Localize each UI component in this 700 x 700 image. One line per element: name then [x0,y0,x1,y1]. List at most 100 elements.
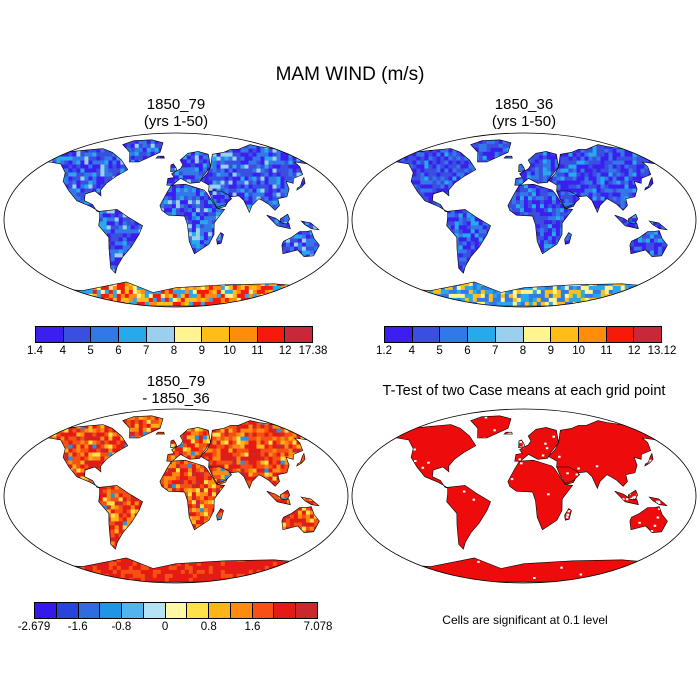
panel-1-title-line2: (yrs 1-50) [143,113,209,130]
colorbar-box [606,327,635,342]
colorbar-box [274,603,297,618]
colorbar-tick-label: 12 [627,345,641,357]
coastline-africa [507,459,574,531]
colorbar-labels-difference: -2.679 -1.6 -0.8 0 0.8 1.6 7.078 [18,621,333,635]
coastline-iceland [503,155,513,159]
coastline-north-america [35,424,129,489]
panel-1-title-line1: 1850_79 [146,96,206,113]
coastline-australia [629,230,668,258]
colorbar-tick-label: 0.8 [200,621,217,633]
colorbar-box [634,327,662,342]
coastline-arabia [556,190,581,208]
colorbar-box [36,327,64,342]
coastline-europe [166,427,211,462]
coastline-uk [170,163,178,173]
colorbar-labels-1850-79: 1.4 4 5 6 7 8 9 10 11 12 17.38 [27,345,327,359]
coastline-australia [281,230,320,258]
colorbar-box [122,603,144,618]
coastline-uk [518,439,526,449]
coastline-indonesia [266,214,291,230]
main-title: MAM WIND (m/s) [275,64,425,85]
coastline-south-america [98,209,143,274]
colorbar-tick-label: 10 [223,345,236,357]
colorbar-tick-label: 9 [198,345,205,357]
map-border [3,408,349,584]
panel-3-title-line1: 1850_79 [146,373,206,390]
colorbar-box [523,327,552,342]
coastline-uk [170,439,178,449]
colorbar-tick-label: 5 [436,345,443,357]
colorbar-tick-label: 11 [251,345,264,357]
colorbar-tick-label: 1.2 [376,345,392,357]
colorbar-box [119,327,147,342]
colorbar-tick-label: -1.6 [67,621,88,633]
colorbar-difference [34,602,318,619]
colorbar-tick-label: 9 [547,345,554,357]
colorbar-box [229,327,258,342]
colorbar-tick-label: 13.12 [647,345,677,357]
coastline-indonesia [614,490,639,506]
colorbar-box [468,327,496,342]
colorbar-box [551,327,579,342]
coastline-borneo [627,213,639,225]
coastline-iceland [155,431,165,435]
panel-title-4: T-Test of two Case means at each grid po… [353,383,695,400]
colorbar-tick-label: 8 [170,345,178,357]
colorbar-1850-36 [384,326,662,343]
colorbar-tick-label: 8 [519,345,527,357]
coastline-australia [629,506,668,534]
coastline-uk [518,163,526,173]
colorbar-box [385,327,413,342]
coastline-iceland [155,155,165,159]
colorbar-box [257,327,286,342]
coastline-madagascar [564,232,572,245]
colorbar-box [412,327,441,342]
coastline-north-america [35,148,129,213]
colorbar-tick-label: 5 [87,345,94,357]
map-panel-difference [3,408,349,584]
coastline-new-guinea [300,496,320,507]
colorbar-labels-1850-36: 1.2 4 5 6 7 8 9 10 11 12 13.12 [376,345,676,359]
coastline-madagascar [564,508,572,521]
panel-4-title-line1: T-Test of two Case means at each grid po… [382,383,666,399]
map-border [3,132,349,308]
colorbar-tick-label: 11 [600,345,613,357]
coastline-japan [296,452,306,467]
colorbar-tick-label: -0.8 [111,621,132,633]
colorbar-tick-label: 12 [278,345,292,357]
map-border [351,408,697,584]
colorbar-box [91,327,120,342]
coastline-south-america [98,485,143,550]
colorbar-box [146,327,175,342]
colorbar-box [296,603,317,618]
coastline-iceland [503,431,513,435]
colorbar-box [143,603,166,618]
colorbar-tick-label: -2.679 [17,621,51,633]
panel-3-title-line2: - 1850_36 [142,390,210,407]
coastline-asia [200,420,324,490]
colorbar-tick-label: 4 [59,345,66,357]
colorbar-box [56,603,79,618]
colorbar-box [230,603,253,618]
coastline-new-guinea [300,220,320,231]
coastline-arabia [208,466,233,484]
coastline-asia [200,144,324,214]
colorbar-tick-label: 7 [491,345,499,357]
coastline-europe [166,151,211,186]
colorbar-tick-label: 17.38 [298,345,328,357]
land-iceland [504,432,513,435]
colorbar-tick-label: 6 [464,345,471,357]
coastline-madagascar [216,232,224,245]
coastline-asia [548,144,672,214]
colorbar-tick-label: 7 [142,345,150,357]
coastline-japan [296,176,306,191]
coastline-africa [507,183,574,255]
coastline-europe [514,427,559,462]
colorbar-box [202,327,230,342]
coastline-borneo [627,489,639,501]
coastline-north-america [383,424,477,489]
coastline-borneo [279,489,291,501]
colorbar-tick-label: 6 [115,345,122,357]
colorbar-1850-79 [35,326,313,343]
coastline-japan [644,452,654,467]
